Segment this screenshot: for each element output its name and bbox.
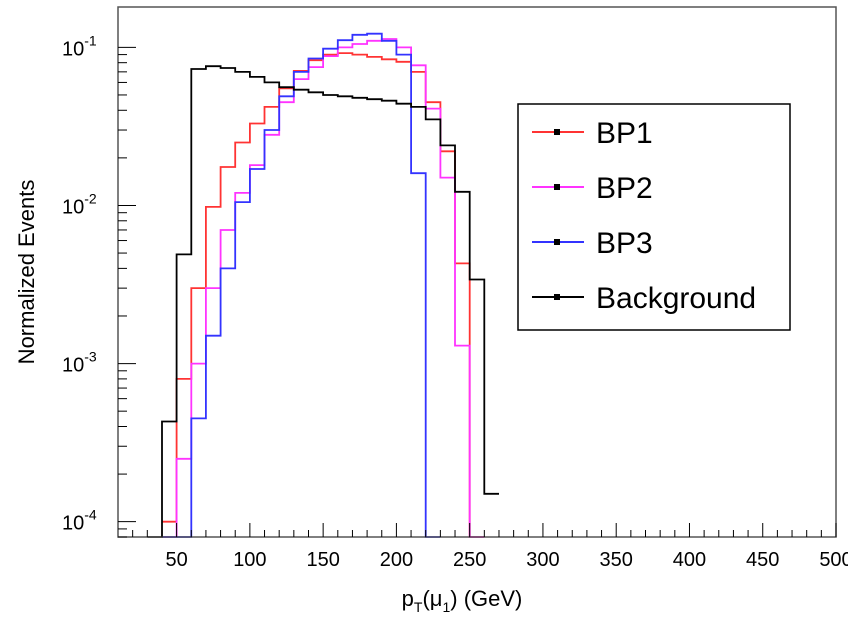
legend-marker bbox=[554, 294, 560, 300]
x-axis-title-tail: ) (GeV) bbox=[450, 586, 522, 611]
x-tick-label: 150 bbox=[306, 549, 339, 571]
x-tick-label: 300 bbox=[526, 549, 559, 571]
x-tick-label: 200 bbox=[380, 549, 413, 571]
legend-label: BP2 bbox=[596, 172, 653, 205]
series-bp2-line bbox=[162, 38, 485, 538]
x-tick-label: 100 bbox=[233, 549, 266, 571]
legend-marker bbox=[554, 129, 560, 135]
x-tick-label: 250 bbox=[453, 549, 486, 571]
legend-box bbox=[517, 103, 791, 331]
series-background-line bbox=[147, 65, 499, 538]
series-layer bbox=[147, 32, 499, 538]
x-tick-labels: 50 100 150 200 250 300 350 400 450 500 bbox=[165, 549, 848, 571]
legend: BP1 BP2 BP3 Background bbox=[517, 103, 791, 331]
series-bp3-line bbox=[162, 32, 441, 538]
axis-ticks bbox=[118, 46, 837, 538]
x-axis-title-mid: (μ bbox=[422, 586, 442, 611]
legend-marker bbox=[554, 184, 560, 190]
x-axis-title-base: p bbox=[402, 586, 414, 611]
legend-label: Background bbox=[596, 282, 756, 315]
x-axis-title-sub1: T bbox=[414, 599, 423, 615]
legend-marker bbox=[554, 239, 560, 245]
x-axis-title: pT(μ1) (GeV) bbox=[402, 586, 523, 615]
y-tick-label: 10-3 bbox=[62, 349, 97, 377]
series-bp1-line bbox=[162, 52, 485, 538]
x-tick-label: 350 bbox=[600, 549, 633, 571]
y-tick-label: 10-4 bbox=[62, 507, 97, 535]
y-tick-labels: 10-4 10-3 10-2 10-1 bbox=[62, 32, 97, 534]
x-tick-label: 50 bbox=[165, 549, 187, 571]
y-axis-title: Normalized Events bbox=[14, 180, 39, 365]
x-tick-label: 400 bbox=[673, 549, 706, 571]
y-tick-label: 10-2 bbox=[62, 190, 97, 218]
x-tick-label: 500 bbox=[819, 549, 848, 571]
x-tick-label: 450 bbox=[746, 549, 779, 571]
legend-label: BP3 bbox=[596, 227, 653, 260]
legend-label: BP1 bbox=[596, 117, 653, 150]
plot-frame bbox=[117, 6, 837, 538]
x-axis-title-sub2: 1 bbox=[442, 599, 450, 615]
y-tick-label: 10-1 bbox=[62, 32, 97, 60]
